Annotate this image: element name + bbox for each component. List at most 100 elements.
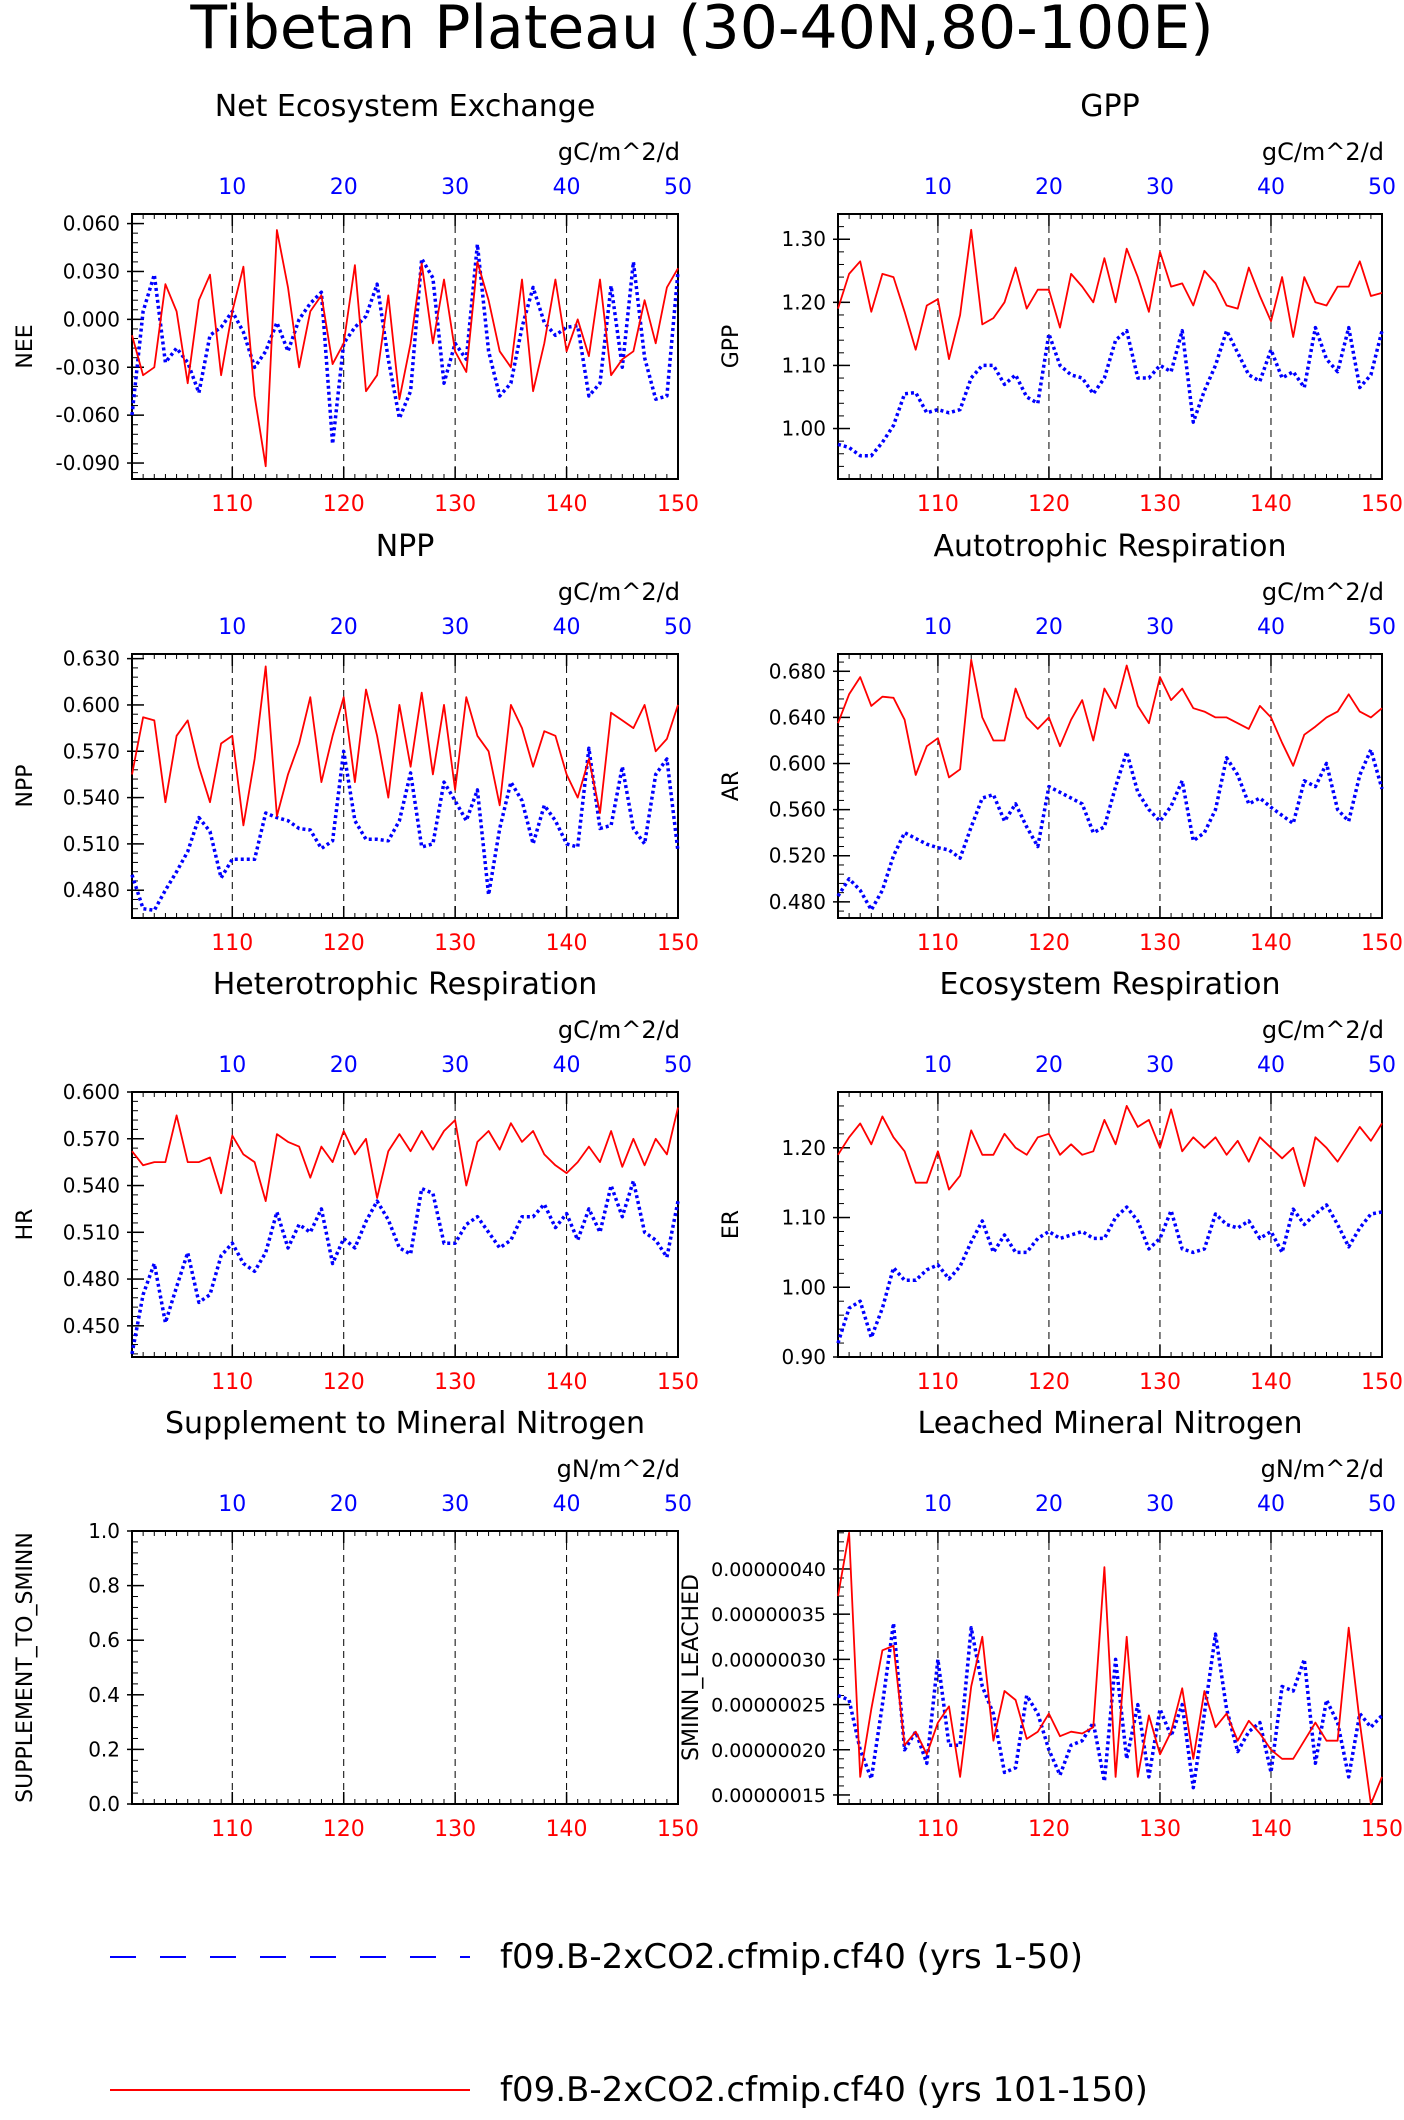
series-line-yrs-1-50 — [130, 242, 680, 446]
x-tick-label: 110 — [211, 492, 253, 517]
y-tick-label: 1.10 — [781, 1206, 826, 1230]
x-tick-label: 150 — [657, 1370, 699, 1395]
y-tick-label: 1.30 — [781, 227, 826, 251]
x-tick-label: 140 — [1250, 492, 1292, 517]
y-tick-label: 1.0 — [88, 1519, 120, 1543]
x-top-tick-label: 40 — [553, 1492, 581, 1517]
x-tick-label: 150 — [1361, 1370, 1403, 1395]
x-top-tick-label: 30 — [1146, 1053, 1174, 1078]
x-top-tick-label: 30 — [1146, 1492, 1174, 1517]
x-top-tick-label: 30 — [1146, 175, 1174, 200]
y-tick-label: 0.00000030 — [711, 1649, 826, 1671]
x-top-tick-label: 20 — [1035, 1492, 1063, 1517]
x-tick-label: 140 — [546, 492, 588, 517]
x-top-tick-label: 10 — [218, 1492, 246, 1517]
x-top-tick-label: 20 — [330, 1053, 358, 1078]
y-tick-label: 0.0 — [88, 1792, 120, 1816]
y-axis-label: HR — [13, 1209, 38, 1241]
x-top-tick-label: 10 — [924, 175, 952, 200]
x-top-tick-label: 40 — [1257, 1492, 1285, 1517]
y-tick-label: 0.510 — [63, 1220, 120, 1244]
chart-panel-8: Leached Mineral Nitrogen gN/m^2/d 110 120 13… — [679, 1406, 1403, 1842]
x-top-tick-label: 10 — [218, 175, 246, 200]
x-top-tick-label: 10 — [924, 1492, 952, 1517]
y-axis-label: GPP — [719, 325, 744, 369]
x-tick-label: 130 — [434, 1817, 476, 1842]
x-tick-label: 120 — [1028, 1370, 1070, 1395]
x-top-tick-label: 50 — [1368, 615, 1396, 640]
chart-panel-4: Autotrophic Respiration gC/m^2/d 110 120 130… — [719, 529, 1403, 956]
y-tick-label: 0.600 — [769, 752, 826, 776]
x-top-tick-label: 20 — [330, 175, 358, 200]
y-tick-label: 0.570 — [63, 1127, 120, 1151]
y-tick-label: 0.480 — [63, 878, 120, 902]
chart-panel-1: Net Ecosystem Exchange gC/m^2/d 110 120 130 1… — [13, 89, 699, 517]
y-tick-label: 0.4 — [88, 1683, 120, 1707]
x-tick-label: 120 — [1028, 931, 1070, 956]
x-top-tick-label: 40 — [553, 175, 581, 200]
plot-frame — [131, 1091, 679, 1358]
x-tick-label: 150 — [1361, 492, 1403, 517]
series-line-yrs-101-150 — [837, 658, 1383, 779]
x-top-tick-label: 50 — [664, 1492, 692, 1517]
x-top-tick-label: 10 — [924, 1053, 952, 1078]
plot-frame — [131, 1530, 679, 1805]
x-top-tick-label: 50 — [1368, 175, 1396, 200]
series-line-yrs-101-150 — [131, 665, 679, 827]
y-tick-label: 0.640 — [769, 705, 826, 729]
y-axis-label: SUPPLEMENT_TO_SMINN — [13, 1532, 38, 1803]
x-tick-label: 110 — [917, 1370, 959, 1395]
x-top-tick-label: 10 — [218, 615, 246, 640]
y-tick-label: 0.480 — [63, 1267, 120, 1291]
series-line-yrs-101-150 — [131, 1107, 679, 1202]
legend-label-red: f09.B-2xCO2.cfmip.cf40 (yrs 101-150) — [500, 2070, 1148, 2110]
x-tick-label: 110 — [917, 1817, 959, 1842]
x-tick-label: 150 — [1361, 931, 1403, 956]
x-top-tick-label: 10 — [218, 1053, 246, 1078]
y-axis-label: NPP — [13, 765, 38, 808]
y-tick-label: 0.90 — [781, 1345, 826, 1369]
x-tick-label: 140 — [546, 1817, 588, 1842]
x-top-tick-label: 30 — [441, 615, 469, 640]
y-tick-label: 0.6 — [88, 1628, 120, 1652]
x-top-tick-label: 40 — [1257, 1053, 1285, 1078]
x-tick-label: 120 — [323, 931, 365, 956]
chart-title: Autotrophic Respiration — [933, 529, 1286, 564]
y-tick-label: 0.520 — [769, 844, 826, 868]
x-tick-label: 120 — [323, 492, 365, 517]
chart-title: GPP — [1080, 89, 1139, 124]
plot-frame — [837, 1530, 1383, 1805]
series-line-yrs-1-50 — [837, 1621, 1384, 1790]
x-top-tick-label: 30 — [441, 175, 469, 200]
series-line-yrs-1-50 — [836, 1203, 1383, 1344]
x-tick-label: 140 — [1250, 931, 1292, 956]
units-label: gC/m^2/d — [1262, 138, 1384, 166]
plot-frame — [837, 1091, 1383, 1358]
x-top-tick-label: 30 — [1146, 615, 1174, 640]
x-top-tick-label: 10 — [924, 615, 952, 640]
series-line-yrs-1-50 — [130, 746, 680, 913]
y-tick-label: 0.600 — [63, 1080, 120, 1104]
x-tick-label: 110 — [917, 492, 959, 517]
x-top-tick-label: 50 — [664, 175, 692, 200]
y-axis-label: AR — [719, 771, 744, 801]
y-axis-label: NEE — [13, 324, 38, 368]
x-tick-label: 120 — [1028, 1817, 1070, 1842]
x-tick-label: 130 — [1139, 492, 1181, 517]
x-top-tick-label: 50 — [664, 615, 692, 640]
x-top-tick-label: 40 — [1257, 175, 1285, 200]
chart-title: Leached Mineral Nitrogen — [918, 1406, 1303, 1441]
x-tick-label: 150 — [1361, 1817, 1403, 1842]
x-tick-label: 130 — [1139, 1817, 1181, 1842]
x-tick-label: 130 — [1139, 931, 1181, 956]
y-tick-label: 0.8 — [88, 1574, 120, 1598]
y-tick-label: 0.600 — [63, 693, 120, 717]
x-tick-label: 130 — [434, 1370, 476, 1395]
x-top-tick-label: 50 — [1368, 1492, 1396, 1517]
y-tick-label: 0.00000020 — [711, 1740, 826, 1762]
chart-panel-5: Heterotrophic Respiration gC/m^2/d 110 120 1… — [13, 967, 699, 1395]
x-top-tick-label: 50 — [1368, 1053, 1396, 1078]
chart-title: Ecosystem Respiration — [940, 967, 1281, 1002]
